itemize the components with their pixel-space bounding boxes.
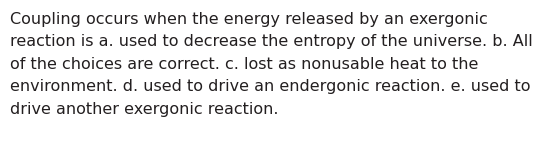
Text: Coupling occurs when the energy released by an exergonic: Coupling occurs when the energy released… bbox=[10, 12, 488, 27]
Text: reaction is a. used to decrease the entropy of the universe. b. All: reaction is a. used to decrease the entr… bbox=[10, 34, 533, 49]
Text: environment. d. used to drive an endergonic reaction. e. used to: environment. d. used to drive an endergo… bbox=[10, 80, 531, 94]
Text: drive another exergonic reaction.: drive another exergonic reaction. bbox=[10, 102, 278, 117]
Text: of the choices are correct. c. lost as nonusable heat to the: of the choices are correct. c. lost as n… bbox=[10, 57, 478, 72]
